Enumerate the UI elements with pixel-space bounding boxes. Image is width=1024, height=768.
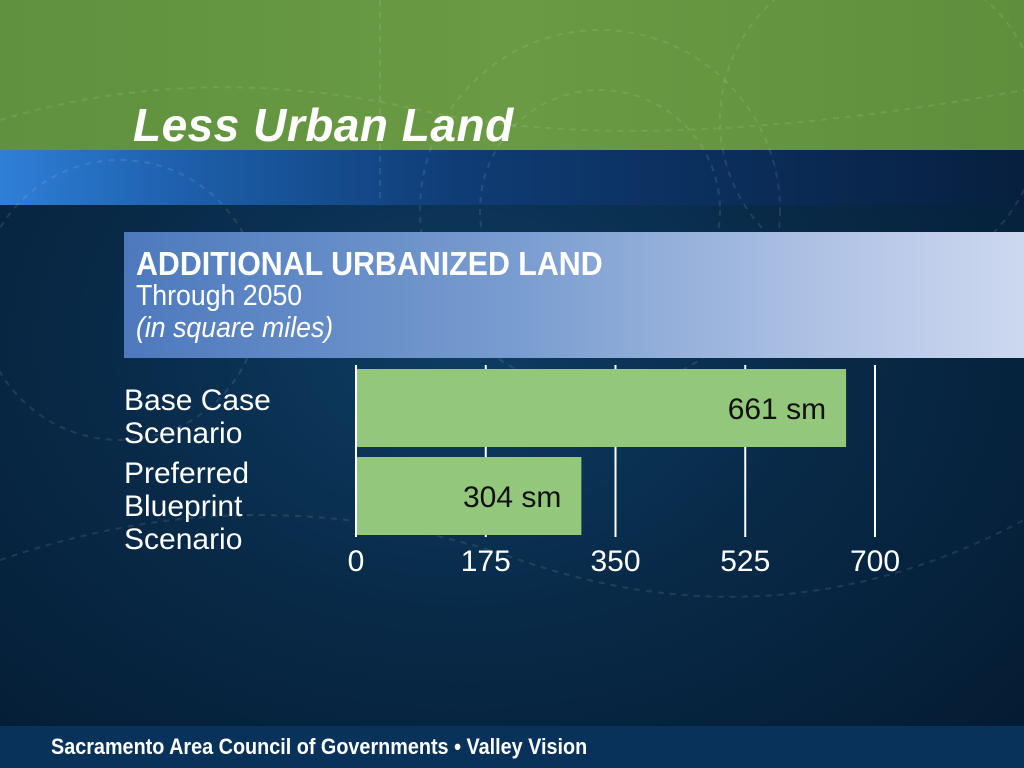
category-label-line: Blueprint [124, 490, 243, 523]
chart-subtitle: Through 2050 [136, 280, 303, 312]
chart-header: ADDITIONAL URBANIZED LAND Through 2050 (… [124, 232, 1024, 358]
tick-label: 175 [461, 545, 511, 578]
bar-value-label: 661 sm [728, 393, 826, 426]
bar [356, 369, 847, 447]
slide-title: Less Urban Land [133, 99, 514, 151]
tick-label: 0 [348, 545, 365, 578]
title-band [0, 0, 1024, 150]
footer: Sacramento Area Council of Governments •… [0, 726, 1024, 768]
bar-value-label: 304 sm [463, 481, 561, 514]
bar [356, 457, 582, 535]
tick-label: 350 [590, 545, 640, 578]
category-label-line: Preferred [124, 457, 249, 490]
category-label-line: Scenario [124, 523, 242, 556]
category-label-line: Base Case [124, 384, 271, 417]
category-label-line: Scenario [124, 417, 242, 450]
tick-label: 700 [850, 545, 900, 578]
accent-band [0, 150, 1024, 205]
chart-title: ADDITIONAL URBANIZED LAND [136, 245, 603, 282]
category-label: Base Case Scenario [124, 384, 271, 450]
tick-label: 525 [720, 545, 770, 578]
footer-text: Sacramento Area Council of Governments •… [51, 734, 588, 759]
chart-unit-note: (in square miles) [136, 312, 334, 344]
category-label: Preferred Blueprint Scenario [124, 457, 249, 556]
